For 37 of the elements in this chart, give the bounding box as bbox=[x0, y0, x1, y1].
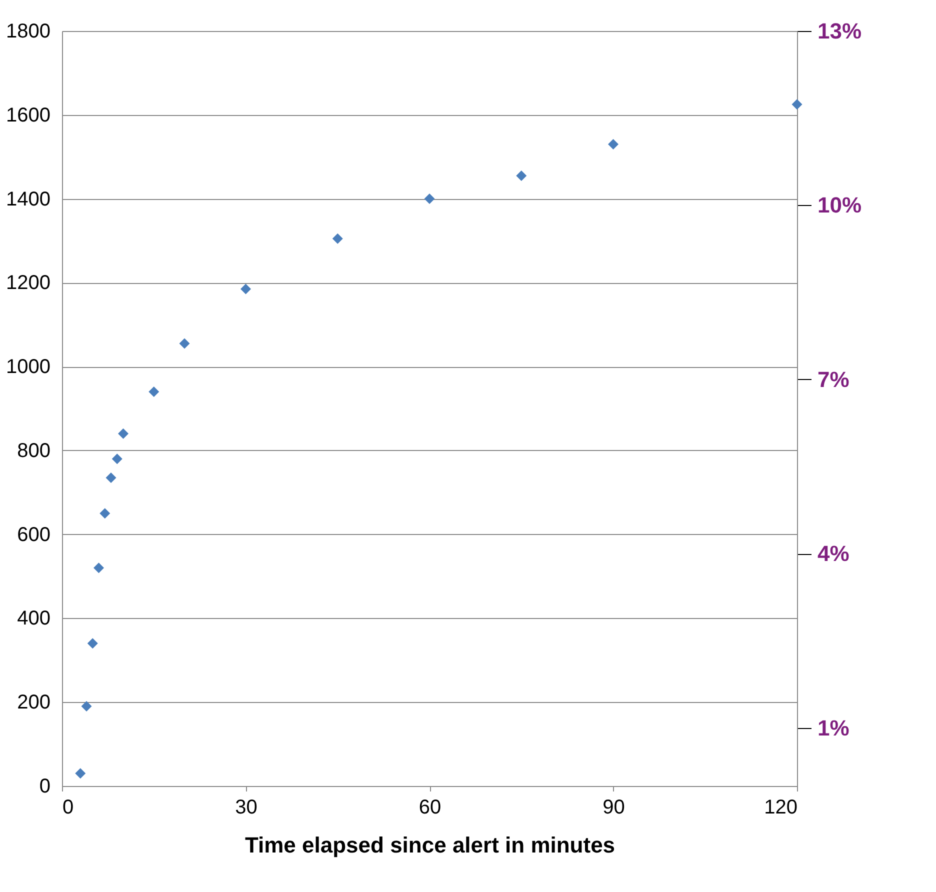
point bbox=[516, 170, 527, 181]
x-tick-label: 0 bbox=[62, 796, 74, 818]
x-axis-title: Time elapsed since alert in minutes bbox=[244, 832, 616, 858]
y-tick-label: 1600 bbox=[6, 104, 50, 126]
y-tick-label: 1200 bbox=[6, 272, 50, 294]
point bbox=[87, 638, 98, 649]
y-tick-label: 1400 bbox=[6, 188, 50, 210]
y-tick-label: 200 bbox=[17, 692, 50, 714]
point bbox=[240, 284, 251, 294]
x-tick-label: 60 bbox=[418, 796, 442, 818]
y2-tick-label: 4% bbox=[818, 541, 850, 566]
point bbox=[75, 768, 86, 779]
y-tick-label: 800 bbox=[17, 440, 50, 462]
x-tick-label: 30 bbox=[235, 796, 258, 818]
y2-tick-label: 7% bbox=[818, 366, 850, 392]
point bbox=[792, 99, 802, 110]
y2-tick-label: 10% bbox=[818, 192, 862, 218]
point bbox=[179, 338, 190, 349]
y-tick-label: 0 bbox=[39, 776, 50, 798]
point bbox=[81, 701, 92, 712]
y-tick-label: 600 bbox=[17, 524, 50, 546]
point bbox=[608, 139, 618, 150]
point bbox=[332, 233, 343, 244]
y2-tick-label: 13% bbox=[818, 18, 862, 44]
point bbox=[94, 562, 104, 574]
y2-tick-label: 1% bbox=[818, 715, 850, 740]
y-tick-label: 400 bbox=[17, 608, 50, 630]
x-tick-label: 120 bbox=[764, 796, 798, 818]
x-tick-label: 90 bbox=[602, 796, 625, 818]
point bbox=[100, 508, 110, 519]
point bbox=[112, 454, 122, 464]
y-tick-label: 1800 bbox=[6, 20, 50, 42]
point bbox=[148, 386, 160, 397]
y-tick-label: 1000 bbox=[6, 356, 50, 378]
point bbox=[118, 428, 128, 439]
point bbox=[106, 472, 116, 483]
point bbox=[424, 194, 435, 204]
